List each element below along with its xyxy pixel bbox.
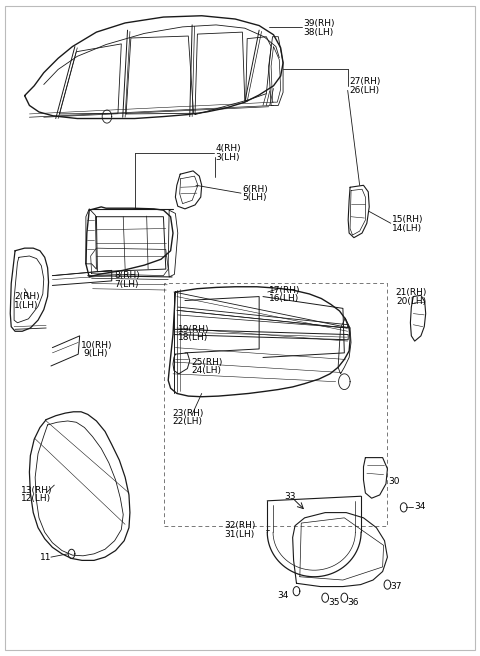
Text: 21(RH): 21(RH) — [396, 288, 427, 297]
Text: 32(RH): 32(RH) — [225, 522, 256, 530]
Text: 13(RH): 13(RH) — [21, 486, 52, 495]
Text: 25(RH): 25(RH) — [191, 358, 223, 367]
Text: 7(LH): 7(LH) — [115, 279, 139, 289]
Text: 10(RH): 10(RH) — [81, 340, 113, 350]
Text: 17(RH): 17(RH) — [269, 285, 300, 295]
Text: 20(LH): 20(LH) — [396, 297, 426, 306]
Text: 23(RH): 23(RH) — [172, 409, 204, 418]
Text: 33: 33 — [284, 493, 296, 501]
Text: 24(LH): 24(LH) — [191, 366, 221, 375]
Text: 19(RH): 19(RH) — [178, 325, 209, 334]
Text: 34: 34 — [414, 502, 426, 510]
Text: 36: 36 — [347, 598, 359, 607]
Text: 16(LH): 16(LH) — [269, 294, 299, 303]
Text: 39(RH): 39(RH) — [303, 19, 335, 28]
Text: 22(LH): 22(LH) — [172, 417, 202, 426]
Text: 35: 35 — [328, 598, 339, 607]
Text: 8(RH): 8(RH) — [115, 271, 140, 280]
Text: 34: 34 — [277, 590, 289, 600]
Text: 15(RH): 15(RH) — [392, 215, 424, 224]
Text: 2(RH): 2(RH) — [14, 292, 40, 301]
Text: 31(LH): 31(LH) — [225, 529, 255, 539]
Text: 4(RH): 4(RH) — [215, 144, 241, 153]
Text: 38(LH): 38(LH) — [303, 28, 334, 37]
Text: 30: 30 — [388, 478, 400, 486]
Text: 3(LH): 3(LH) — [215, 153, 240, 161]
Text: 14(LH): 14(LH) — [392, 224, 422, 233]
Bar — [164, 283, 387, 525]
Text: 9(LH): 9(LH) — [83, 349, 108, 358]
Text: 12(LH): 12(LH) — [21, 495, 51, 503]
Text: 5(LH): 5(LH) — [242, 194, 267, 202]
Text: 18(LH): 18(LH) — [178, 333, 208, 342]
Text: 6(RH): 6(RH) — [242, 185, 268, 194]
Text: 11: 11 — [40, 552, 51, 562]
Text: 26(LH): 26(LH) — [349, 86, 379, 95]
Text: 37: 37 — [391, 582, 402, 591]
Text: 1(LH): 1(LH) — [14, 300, 38, 310]
Text: 27(RH): 27(RH) — [349, 77, 381, 87]
